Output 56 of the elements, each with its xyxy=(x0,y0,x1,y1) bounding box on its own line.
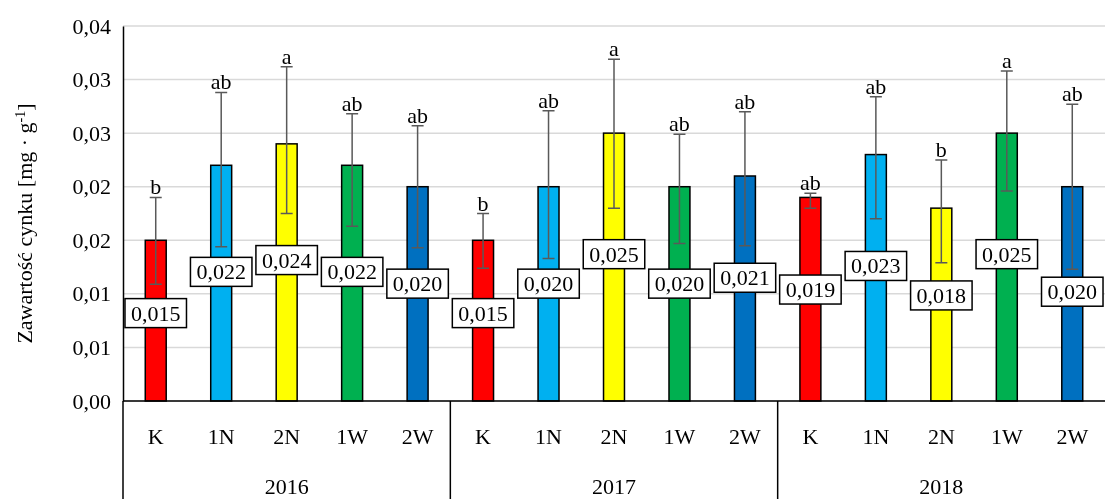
data-label: 0,020 xyxy=(1047,279,1098,305)
y-tick-label: 0,01 xyxy=(72,281,111,307)
annotation: b xyxy=(935,136,947,162)
x-tick-label: 2N xyxy=(927,424,955,449)
text: 2017 xyxy=(592,474,636,499)
data-label: 0,020 xyxy=(523,271,574,297)
y-tick-label: 0,04 xyxy=(72,13,111,39)
x-tick-label: 1W xyxy=(663,424,696,449)
y-tick-label: 0,00 xyxy=(72,388,111,414)
x-tick-label: 2W xyxy=(1056,424,1089,449)
text: 2016 xyxy=(264,474,309,499)
annotation: a xyxy=(1001,48,1012,73)
x-tick-label: K xyxy=(802,424,819,449)
data-label: 0,019 xyxy=(785,277,836,303)
x-tick-label: 1N xyxy=(207,424,235,449)
annotation: ab xyxy=(800,170,821,196)
data-label: 0,022 xyxy=(196,259,246,285)
data-label: 0,023 xyxy=(851,253,901,279)
data-label: 0,021 xyxy=(720,265,770,291)
x-tick-label: 1W xyxy=(990,424,1023,449)
data-label: 0,022 xyxy=(327,259,377,285)
y-tick-label: 0,03 xyxy=(72,120,111,146)
y-tick-label: 0,02 xyxy=(72,227,111,253)
x-tick-label: K xyxy=(147,424,164,449)
annotation: ab xyxy=(210,69,232,95)
x-tick-label: 1N xyxy=(862,424,890,449)
x-tick-label: 2W xyxy=(729,424,762,449)
y-tick-label: 0,02 xyxy=(72,174,111,200)
annotation: a xyxy=(609,36,620,62)
data-label: 0,025 xyxy=(589,241,639,267)
data-label: 0,025 xyxy=(982,241,1032,267)
annotation: ab xyxy=(865,73,887,99)
data-label: 0,015 xyxy=(130,300,181,326)
x-tick-label: 1N xyxy=(535,424,563,449)
annotation: a xyxy=(281,43,292,69)
annotation: b xyxy=(477,190,489,216)
x-tick-label: 2N xyxy=(273,424,301,449)
y-tick-label: 0,03 xyxy=(72,67,111,93)
data-label: 0,020 xyxy=(392,271,443,297)
annotation: ab xyxy=(407,102,428,128)
annotation: ab xyxy=(734,88,756,114)
data-label: 0,015 xyxy=(458,300,508,326)
data-label: 0,024 xyxy=(261,247,312,273)
y-tick-label: 0,01 xyxy=(72,334,111,360)
annotation: ab xyxy=(669,111,690,137)
annotation: ab xyxy=(341,90,363,116)
x-tick-label: 2N xyxy=(600,424,628,449)
data-label: 0,020 xyxy=(654,271,705,297)
x-tick-label: K xyxy=(475,424,492,449)
annotation: ab xyxy=(538,87,559,113)
annotation: ab xyxy=(1061,81,1083,107)
data-label: 0,018 xyxy=(916,282,967,308)
x-tick-label: 1W xyxy=(336,424,369,449)
x-tick-label: 2W xyxy=(401,424,434,449)
text: 2018 xyxy=(919,474,964,499)
annotation: b xyxy=(150,174,162,200)
